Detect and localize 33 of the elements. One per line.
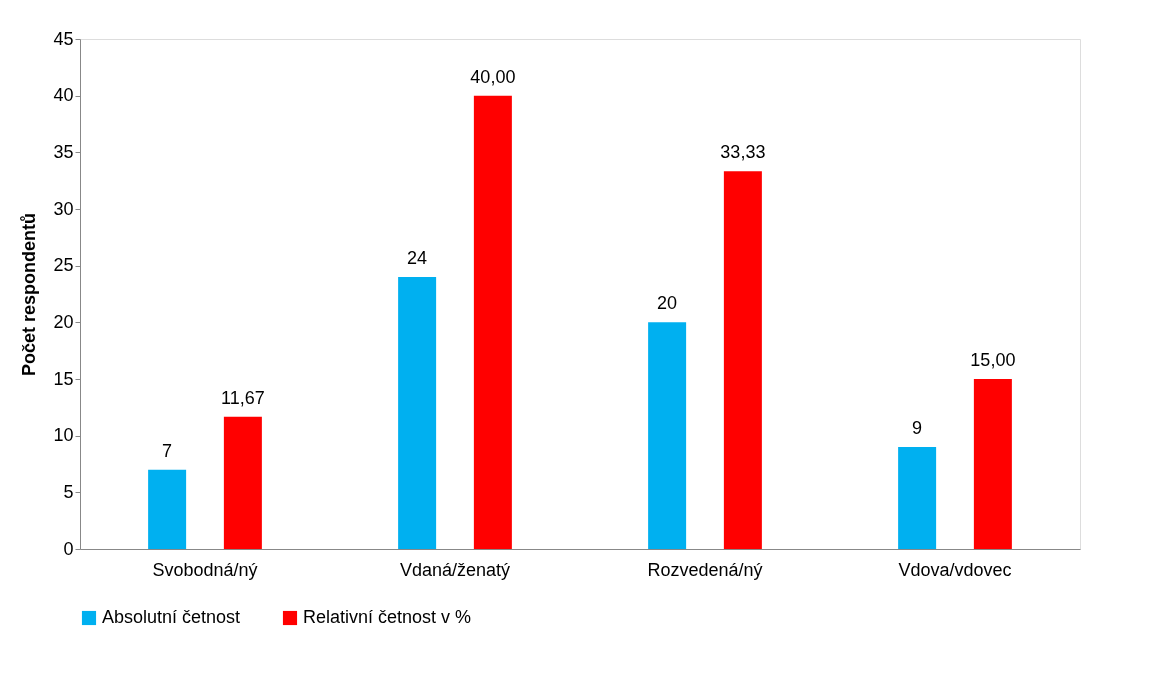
- data-label: 11,67: [221, 387, 265, 408]
- bar: [973, 379, 1012, 549]
- bar: [898, 447, 937, 549]
- bar: [473, 95, 512, 549]
- y-tick-label: 20: [53, 311, 74, 332]
- data-label: 33,33: [720, 142, 766, 163]
- data-label: 15,00: [970, 350, 1016, 370]
- y-tick-label: 45: [53, 28, 74, 49]
- bar: [723, 171, 762, 549]
- y-axis-title: Počet respondentů: [19, 212, 40, 377]
- y-tick-label: 5: [63, 481, 74, 502]
- x-tick-label: Vdova/vdovec: [898, 559, 1012, 580]
- x-tick-label: Svobodná/ný: [152, 559, 258, 580]
- bar: [148, 469, 187, 549]
- x-tick-label: Rozvedená/ný: [647, 559, 763, 580]
- y-tick-label: 25: [53, 255, 74, 276]
- y-tick-label: 0: [63, 538, 74, 559]
- x-tick-label: Vdaná/ženatý: [399, 559, 511, 580]
- bar: [648, 322, 687, 549]
- bar: [398, 277, 437, 549]
- data-label: 24: [407, 248, 428, 268]
- y-tick-label: 10: [53, 425, 74, 446]
- data-label: 7: [162, 440, 173, 461]
- bar: [223, 416, 262, 549]
- y-tick-label: 40: [53, 85, 74, 106]
- y-tick-label: 15: [53, 368, 74, 389]
- y-tick-label: 35: [53, 141, 74, 162]
- legend-label: Relativní četnost v %: [303, 607, 472, 627]
- y-tick-label: 30: [53, 198, 74, 219]
- data-label: 20: [657, 293, 678, 314]
- data-label: 40,00: [470, 66, 516, 87]
- legend-label: Absolutní četnost: [102, 607, 241, 627]
- data-label: 9: [912, 418, 923, 438]
